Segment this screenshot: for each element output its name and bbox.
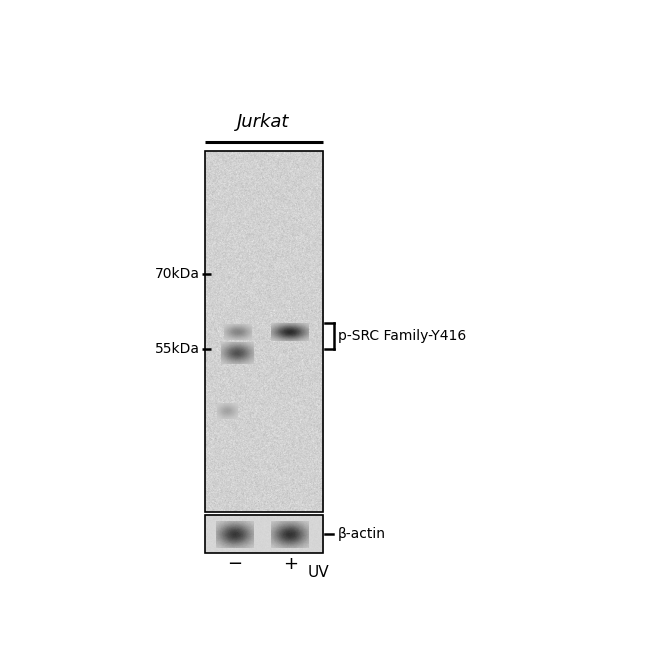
Text: β-actin: β-actin xyxy=(338,527,386,541)
Text: 70kDa: 70kDa xyxy=(155,267,200,281)
Bar xyxy=(205,515,323,553)
Text: UV: UV xyxy=(308,565,330,580)
Text: p-SRC Family-Y416: p-SRC Family-Y416 xyxy=(338,329,467,343)
Text: Jurkat: Jurkat xyxy=(237,113,290,131)
Bar xyxy=(205,152,323,513)
Text: −: − xyxy=(227,555,242,573)
Text: 55kDa: 55kDa xyxy=(155,342,200,356)
Text: +: + xyxy=(283,555,298,573)
